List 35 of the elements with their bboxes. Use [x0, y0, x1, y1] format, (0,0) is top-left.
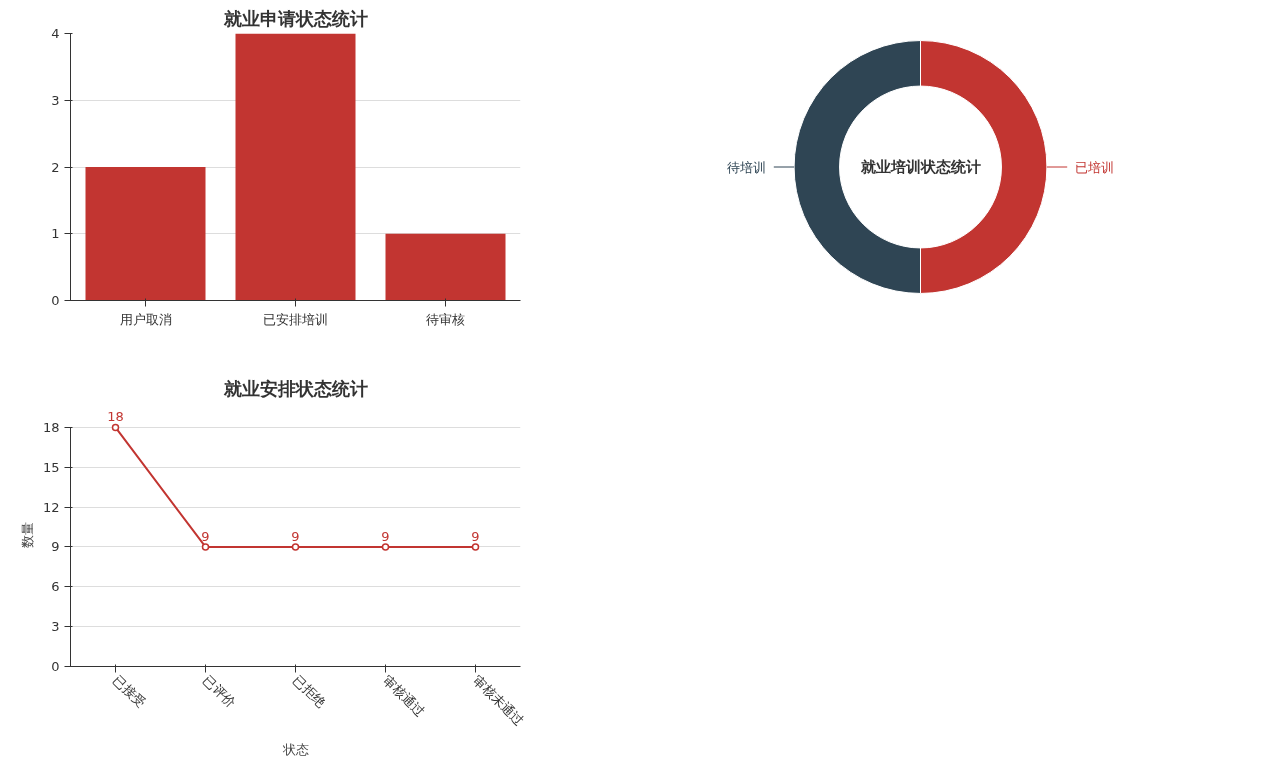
slice-label: 待培训 [726, 159, 766, 175]
x-tick-label: 已拒绝 [290, 672, 329, 711]
data-label: 9 [471, 528, 480, 544]
y-tick-label: 1 [51, 226, 60, 242]
x-axis-title: 状态 [281, 742, 309, 758]
y-tick-label: 3 [51, 619, 60, 635]
x-tick-label: 待审核 [426, 311, 465, 327]
x-tick-label: 已接受 [110, 672, 149, 711]
y-tick-label: 12 [42, 499, 60, 515]
y-axis-title: 数量 [19, 522, 35, 548]
data-label: 9 [201, 528, 210, 544]
x-tick-label: 审核未通过 [470, 672, 527, 729]
chart-title: 就业申请状态统计 [222, 7, 368, 29]
x-tick-label: 已评价 [200, 672, 239, 711]
data-label: 18 [107, 409, 124, 425]
y-tick-label: 0 [51, 293, 60, 308]
bar [85, 167, 206, 301]
y-tick-label: 2 [51, 159, 60, 175]
data-label: 9 [381, 528, 390, 544]
x-tick-label: 审核通过 [380, 672, 428, 720]
y-tick-label: 0 [51, 659, 60, 674]
y-tick-label: 6 [51, 579, 60, 595]
bar [385, 233, 506, 301]
data-label: 9 [291, 528, 300, 544]
y-tick-label: 18 [42, 419, 60, 435]
y-tick-label: 3 [51, 92, 60, 108]
y-tick-label: 15 [42, 459, 60, 475]
x-tick-label: 已安排培训 [263, 311, 328, 327]
y-tick-label: 9 [51, 539, 60, 555]
bar [235, 33, 356, 301]
x-tick-label: 用户取消 [119, 311, 172, 327]
slice-label: 已培训 [1075, 159, 1115, 175]
text: 就业培训状态统计 [859, 158, 981, 176]
y-tick-label: 4 [51, 26, 60, 41]
chart-title: 就业安排状态统计 [222, 377, 368, 399]
